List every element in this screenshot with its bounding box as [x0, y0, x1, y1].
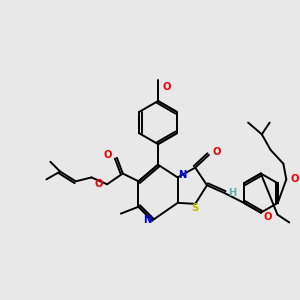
- Text: N: N: [178, 170, 187, 181]
- Text: S: S: [192, 203, 199, 213]
- Text: H: H: [228, 188, 237, 198]
- Text: O: O: [104, 150, 112, 160]
- Text: O: O: [212, 147, 221, 157]
- Text: O: O: [263, 212, 272, 222]
- Text: O: O: [163, 82, 171, 92]
- Text: O: O: [94, 179, 103, 189]
- Text: N: N: [143, 215, 152, 226]
- Text: O: O: [291, 174, 299, 184]
